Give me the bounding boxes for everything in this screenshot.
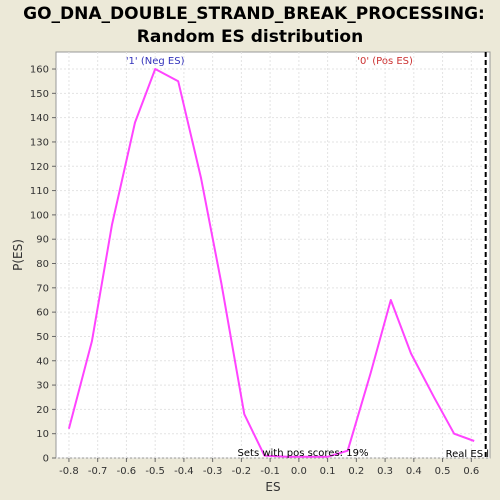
- x-tick-label: -0.6: [117, 466, 137, 477]
- y-axis-label: P(ES): [11, 239, 25, 271]
- y-tick-label: 100: [30, 210, 49, 221]
- y-tick-label: 80: [36, 259, 49, 270]
- y-tick-label: 0: [43, 454, 49, 465]
- x-tick-label: -0.3: [203, 466, 223, 477]
- x-tick-label: -0.1: [260, 466, 280, 477]
- pos-scores-label: Sets with pos scores: 19%: [238, 448, 369, 459]
- y-tick-label: 20: [36, 405, 49, 416]
- x-tick-label: -0.8: [59, 466, 79, 477]
- pos-es-label: '0' (Pos ES): [357, 56, 413, 67]
- x-tick-label: -0.7: [88, 466, 108, 477]
- es-distribution-line: [67, 68, 475, 458]
- x-tick-label: 0.5: [435, 466, 451, 477]
- y-tick-label: 140: [30, 113, 49, 124]
- x-tick-label: 0.2: [348, 466, 364, 477]
- y-tick-label: 110: [30, 186, 49, 197]
- series-layer: [67, 68, 475, 458]
- x-tick-label: 0.0: [291, 466, 307, 477]
- y-tick-label: 30: [36, 381, 49, 392]
- y-tick-label: 130: [30, 137, 49, 148]
- y-tick-label: 40: [36, 356, 49, 367]
- real-es-label: Real ES l: [446, 449, 489, 460]
- y-tick-label: 90: [36, 235, 49, 246]
- chart-title: GO_DNA_DOUBLE_STRAND_BREAK_PROCESSING:: [23, 4, 485, 24]
- neg-es-label: '1' (Neg ES): [126, 56, 185, 67]
- x-tick-label: 0.6: [463, 466, 479, 477]
- y-tick-label: 10: [36, 429, 49, 440]
- axes: -0.8 -0.7 -0.6 -0.5 -0.4 -0.3 -0.2 -0.1 0.0 0.1 0.…: [30, 65, 479, 477]
- x-axis-label: ES: [265, 480, 280, 494]
- y-tick-label: 160: [30, 65, 49, 76]
- y-tick-label: 120: [30, 162, 49, 173]
- chart-subtitle: Random ES distribution: [137, 27, 363, 47]
- annotations: '1' (Neg ES) '0' (Pos ES) Sets with pos sc…: [126, 52, 489, 460]
- x-tick-label: 0.4: [406, 466, 422, 477]
- y-tick-label: 150: [30, 89, 49, 100]
- x-tick-label: -0.2: [232, 466, 252, 477]
- x-tick-label: 0.1: [320, 466, 336, 477]
- y-tick-label: 70: [36, 283, 49, 294]
- x-tick-label: -0.4: [174, 466, 194, 477]
- y-tick-label: 60: [36, 308, 49, 319]
- x-tick-label: 0.3: [377, 466, 393, 477]
- grid: [56, 52, 490, 459]
- plot-area: [55, 51, 491, 459]
- x-tick-label: -0.5: [145, 466, 165, 477]
- y-tick-label: 50: [36, 332, 49, 343]
